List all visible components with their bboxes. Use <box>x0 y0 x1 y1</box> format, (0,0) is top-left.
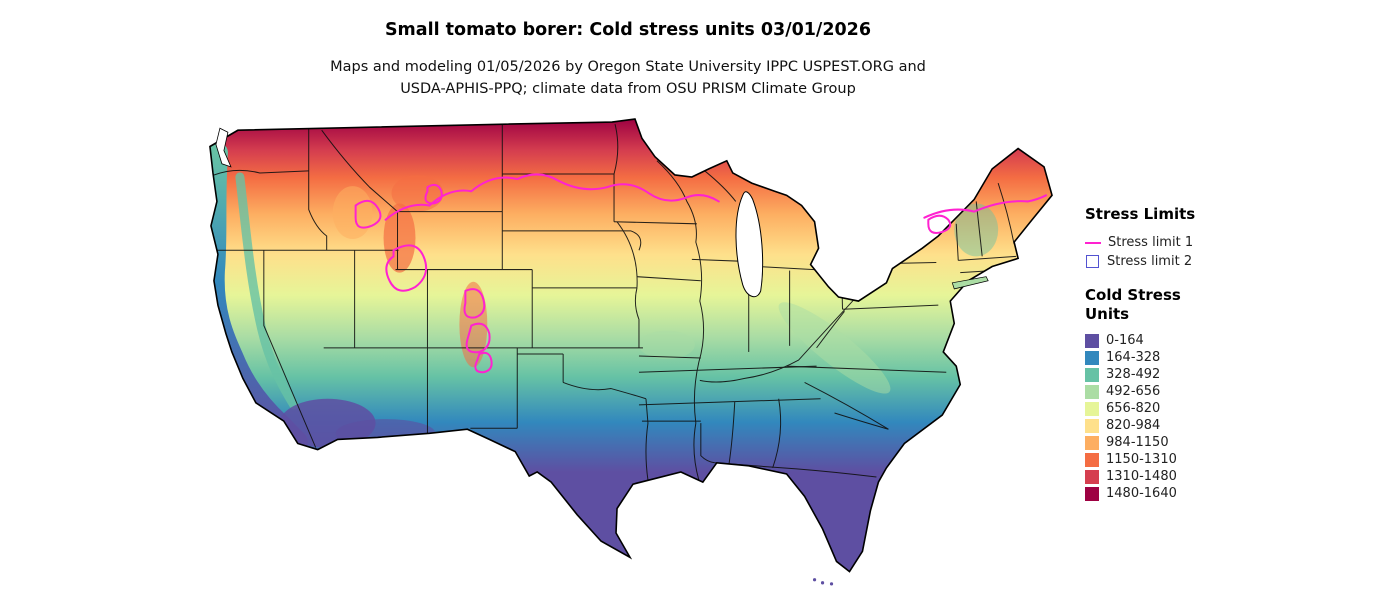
yellowstone-rockies-patch <box>383 203 416 273</box>
legend-color-swatch <box>1085 350 1099 365</box>
legend-class-row: 1150-1310 <box>1085 451 1265 468</box>
us-cold-stress-map <box>188 116 1066 594</box>
legend-class-range: 984-1150 <box>1106 435 1169 450</box>
legend-class-row: 1480-1640 <box>1085 485 1265 502</box>
legend-class-row: 328-492 <box>1085 366 1265 383</box>
subtitle-line-2: USDA-APHIS-PPQ; climate data from OSU PR… <box>400 81 856 97</box>
legend-color-swatch <box>1085 486 1099 501</box>
state-borders <box>211 124 1017 481</box>
legend-color-swatch <box>1085 418 1099 433</box>
legend-class-range: 492-656 <box>1106 384 1161 399</box>
legend-color-swatch <box>1085 452 1099 467</box>
ozarks-patch <box>638 330 695 360</box>
new-england-mountains-patch <box>954 203 999 257</box>
legend-color-swatch <box>1085 401 1099 416</box>
montana-rockies-patch <box>391 174 444 212</box>
legend-class-range: 0-164 <box>1106 333 1144 348</box>
stress-limit-1-label: Stress limit 1 <box>1108 235 1194 250</box>
legend-class-row: 492-656 <box>1085 383 1265 400</box>
stress-limits-heading: Stress Limits <box>1085 205 1196 223</box>
stress-limit-2-label: Stress limit 2 <box>1107 254 1193 269</box>
map-title: Small tomato borer: Cold stress units 03… <box>384 20 872 40</box>
legend-class-range: 820-984 <box>1106 418 1161 433</box>
legend-class-range: 328-492 <box>1106 367 1161 382</box>
stress-limit-1-lines <box>354 173 1048 374</box>
legend-class-row: 984-1150 <box>1085 434 1265 451</box>
stress-limit-2-box-icon <box>1086 255 1099 268</box>
sierra-cascade-band <box>235 172 299 410</box>
cold-stress-units-heading-line1: Cold Stress <box>1085 286 1181 304</box>
legend-class-range: 164-328 <box>1106 350 1161 365</box>
legend-class-row: 0-164 <box>1085 332 1265 349</box>
stress-limit-1-northeast-contour <box>923 194 1048 219</box>
florida-keys <box>812 578 834 586</box>
legend-color-swatch <box>1085 333 1099 348</box>
legend-class-range: 1150-1310 <box>1106 452 1177 467</box>
legend-color-swatch <box>1085 384 1099 399</box>
us-raster-fill <box>209 119 1053 572</box>
legend-color-swatch <box>1085 469 1099 484</box>
legend-class-row: 820-984 <box>1085 417 1265 434</box>
appalachians-patch <box>778 302 891 394</box>
lake-michigan <box>735 191 764 298</box>
stress-limit-1-line-icon <box>1085 241 1101 244</box>
cold-stress-units-heading: Cold Stress Units <box>1085 286 1265 324</box>
cold-stress-units-heading-line2: Units <box>1085 305 1130 323</box>
legend-class-range: 656-820 <box>1106 401 1161 416</box>
subtitle-line-1: Maps and modeling 01/05/2026 by Oregon S… <box>330 59 926 75</box>
legend-class-range: 1480-1640 <box>1106 486 1177 501</box>
legend-class-range: 1310-1480 <box>1106 469 1177 484</box>
stress-limits-entries: Stress limit 1 Stress limit 2 <box>1085 234 1265 270</box>
legend-class-row: 1310-1480 <box>1085 468 1265 485</box>
legend-color-swatch <box>1085 367 1099 382</box>
legend-stress-limit-1: Stress limit 1 <box>1085 234 1265 251</box>
long-island <box>951 276 989 290</box>
puget-sound <box>215 127 232 168</box>
map-subtitle: Maps and modeling 01/05/2026 by Oregon S… <box>0 56 1256 100</box>
idaho-mountains-patch <box>332 186 373 240</box>
us-map-svg <box>209 118 1053 586</box>
legend-panel: Stress Limits Stress limit 1 Stress limi… <box>1085 205 1265 502</box>
legend-class-row: 164-328 <box>1085 349 1265 366</box>
cold-stress-units-ramp: 0-164 164-328 328-492 492-656 656-820 82… <box>1085 332 1265 502</box>
legend-stress-limit-2: Stress limit 2 <box>1085 253 1265 270</box>
legend-color-swatch <box>1085 435 1099 450</box>
legend-class-row: 656-820 <box>1085 400 1265 417</box>
